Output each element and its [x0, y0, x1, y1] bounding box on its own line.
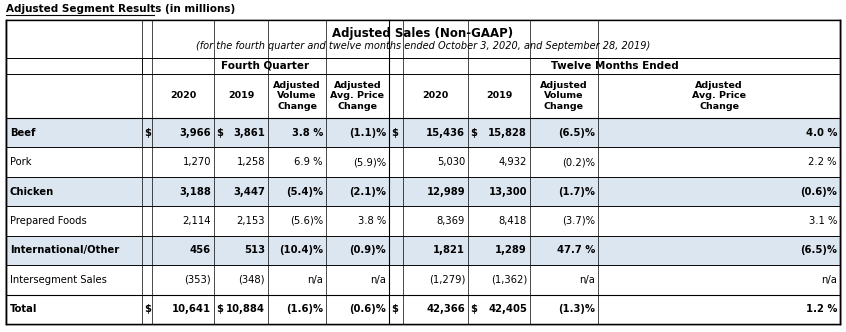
Bar	[6, 265, 840, 294]
Text: 4.0 %: 4.0 %	[805, 128, 837, 138]
Text: $: $	[391, 128, 398, 138]
Text: n/a: n/a	[370, 275, 386, 285]
Text: Total: Total	[10, 304, 37, 314]
Text: 3.8 %: 3.8 %	[292, 128, 323, 138]
Text: (1.1)%: (1.1)%	[349, 128, 386, 138]
Text: 3,188: 3,188	[179, 187, 211, 197]
Text: Pork: Pork	[10, 157, 31, 167]
Text: 513: 513	[244, 245, 265, 255]
Text: Adjusted
Volume
Change: Adjusted Volume Change	[541, 81, 588, 111]
Text: (0.9)%: (0.9)%	[349, 245, 386, 255]
Text: $: $	[144, 128, 151, 138]
Text: n/a: n/a	[580, 275, 595, 285]
Text: (1.3)%: (1.3)%	[558, 304, 595, 314]
Text: 2,114: 2,114	[183, 216, 211, 226]
Text: 15,436: 15,436	[426, 128, 465, 138]
Text: Adjusted
Avg. Price
Change: Adjusted Avg. Price Change	[331, 81, 384, 111]
Text: (5.9)%: (5.9)%	[353, 157, 386, 167]
Text: (for the fourth quarter and twelve months ended October 3, 2020, and September 2: (for the fourth quarter and twelve month…	[196, 41, 650, 51]
Text: 3.1 %: 3.1 %	[809, 216, 837, 226]
Text: 2019: 2019	[486, 92, 512, 101]
Text: $: $	[216, 128, 222, 138]
Text: 3,861: 3,861	[233, 128, 265, 138]
Text: (353): (353)	[184, 275, 211, 285]
Text: Chicken: Chicken	[10, 187, 54, 197]
Text: 10,641: 10,641	[172, 304, 211, 314]
Bar	[6, 58, 142, 74]
Text: Twelve Months Ended: Twelve Months Ended	[551, 61, 678, 71]
Text: Adjusted
Avg. Price
Change: Adjusted Avg. Price Change	[692, 81, 746, 111]
Text: (1,362): (1,362)	[491, 275, 527, 285]
Text: (0.2)%: (0.2)%	[562, 157, 595, 167]
Text: 1,821: 1,821	[433, 245, 465, 255]
Text: (1.6)%: (1.6)%	[286, 304, 323, 314]
Text: 2019: 2019	[228, 92, 254, 101]
Text: (3.7)%: (3.7)%	[562, 216, 595, 226]
Text: 47.7 %: 47.7 %	[557, 245, 595, 255]
Text: $: $	[144, 304, 151, 314]
Text: 8,369: 8,369	[437, 216, 465, 226]
Text: 42,366: 42,366	[426, 304, 465, 314]
Text: (0.6)%: (0.6)%	[349, 304, 386, 314]
Text: (0.6)%: (0.6)%	[800, 187, 837, 197]
Text: Adjusted Sales (Non-GAAP): Adjusted Sales (Non-GAAP)	[332, 28, 514, 41]
Text: Prepared Foods: Prepared Foods	[10, 216, 87, 226]
Text: 5,030: 5,030	[437, 157, 465, 167]
Text: (2.1)%: (2.1)%	[349, 187, 386, 197]
Bar	[6, 20, 840, 58]
Text: 8,418: 8,418	[499, 216, 527, 226]
Text: $: $	[470, 304, 477, 314]
Text: Adjusted Segment Results (in millions): Adjusted Segment Results (in millions)	[6, 4, 235, 14]
Bar	[6, 294, 840, 324]
Text: Beef: Beef	[10, 128, 36, 138]
Text: (1,279): (1,279)	[429, 275, 465, 285]
Bar	[6, 177, 840, 206]
Text: Intersegment Sales: Intersegment Sales	[10, 275, 107, 285]
Bar	[6, 74, 840, 118]
Text: 12,989: 12,989	[426, 187, 465, 197]
Text: $: $	[391, 304, 398, 314]
Text: 1,258: 1,258	[237, 157, 265, 167]
Text: International/Other: International/Other	[10, 245, 119, 255]
Text: 1,270: 1,270	[183, 157, 211, 167]
Text: n/a: n/a	[307, 275, 323, 285]
Bar	[389, 58, 840, 74]
Bar	[6, 206, 840, 236]
Text: (5.6)%: (5.6)%	[290, 216, 323, 226]
Text: Adjusted
Volume
Change: Adjusted Volume Change	[273, 81, 321, 111]
Text: 2020: 2020	[170, 92, 196, 101]
Text: (348): (348)	[239, 275, 265, 285]
Text: 6.9 %: 6.9 %	[294, 157, 323, 167]
Text: 1,289: 1,289	[495, 245, 527, 255]
Text: 3,966: 3,966	[179, 128, 211, 138]
Text: (6.5)%: (6.5)%	[800, 245, 837, 255]
Bar	[6, 118, 840, 147]
Text: $: $	[216, 304, 222, 314]
Text: (6.5)%: (6.5)%	[558, 128, 595, 138]
Bar	[6, 147, 840, 177]
Text: 10,884: 10,884	[226, 304, 265, 314]
Text: (10.4)%: (10.4)%	[279, 245, 323, 255]
Text: 3.8 %: 3.8 %	[358, 216, 386, 226]
Text: 2020: 2020	[422, 92, 448, 101]
Text: (1.7)%: (1.7)%	[558, 187, 595, 197]
Text: 13,300: 13,300	[488, 187, 527, 197]
Text: 2.2 %: 2.2 %	[809, 157, 837, 167]
Text: (5.4)%: (5.4)%	[286, 187, 323, 197]
Text: 15,828: 15,828	[488, 128, 527, 138]
Text: Fourth Quarter: Fourth Quarter	[222, 61, 310, 71]
Text: $: $	[470, 128, 477, 138]
Text: 3,447: 3,447	[233, 187, 265, 197]
Text: 2,153: 2,153	[237, 216, 265, 226]
Text: 1.2 %: 1.2 %	[805, 304, 837, 314]
Text: 42,405: 42,405	[488, 304, 527, 314]
Text: n/a: n/a	[821, 275, 837, 285]
Bar	[142, 58, 389, 74]
Bar	[6, 236, 840, 265]
Text: 456: 456	[190, 245, 211, 255]
Text: 4,932: 4,932	[498, 157, 527, 167]
